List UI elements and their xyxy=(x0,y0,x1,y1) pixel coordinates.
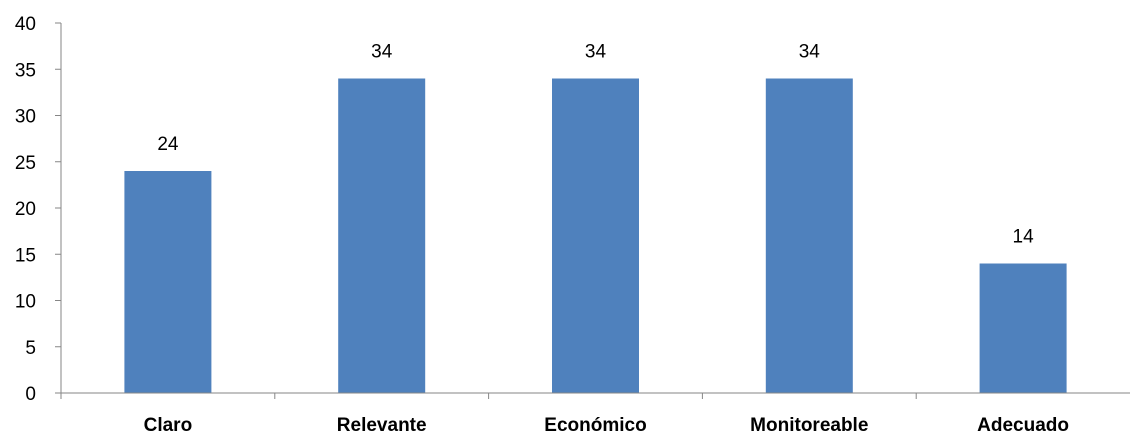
x-category-label: Monitoreable xyxy=(750,415,868,436)
y-tick-label: 25 xyxy=(15,153,36,174)
data-label: 34 xyxy=(585,42,607,63)
y-axis: 0 5 10 15 20 25 30 35 40 xyxy=(15,14,62,405)
x-category-label: Económico xyxy=(544,415,646,436)
data-label: 34 xyxy=(371,42,393,63)
bar-claro xyxy=(124,171,212,393)
y-tick-label: 35 xyxy=(15,60,36,81)
x-axis: Claro Relevante Económico Monitoreable Adecu… xyxy=(60,392,1130,436)
bar-relevante xyxy=(338,78,426,393)
y-tick-label: 30 xyxy=(15,107,36,128)
bar-adecuado xyxy=(979,263,1067,393)
x-category-label: Claro xyxy=(144,415,193,436)
bar-económico xyxy=(552,78,639,393)
data-label: 34 xyxy=(799,42,821,63)
bars xyxy=(124,78,1067,393)
y-tick-label: 0 xyxy=(25,384,36,405)
data-label: 14 xyxy=(1013,227,1035,248)
x-category-label: Relevante xyxy=(337,415,427,436)
y-tick-label: 10 xyxy=(15,292,36,313)
y-tick-label: 5 xyxy=(25,338,36,359)
bar-monitoreable xyxy=(765,78,853,393)
data-labels: 24 34 34 34 14 xyxy=(157,42,1034,248)
y-tick-label: 20 xyxy=(15,199,36,220)
y-tick-label: 15 xyxy=(15,245,36,266)
data-label: 24 xyxy=(157,134,179,155)
x-category-label: Adecuado xyxy=(977,415,1069,436)
y-tick-label: 40 xyxy=(15,14,36,35)
